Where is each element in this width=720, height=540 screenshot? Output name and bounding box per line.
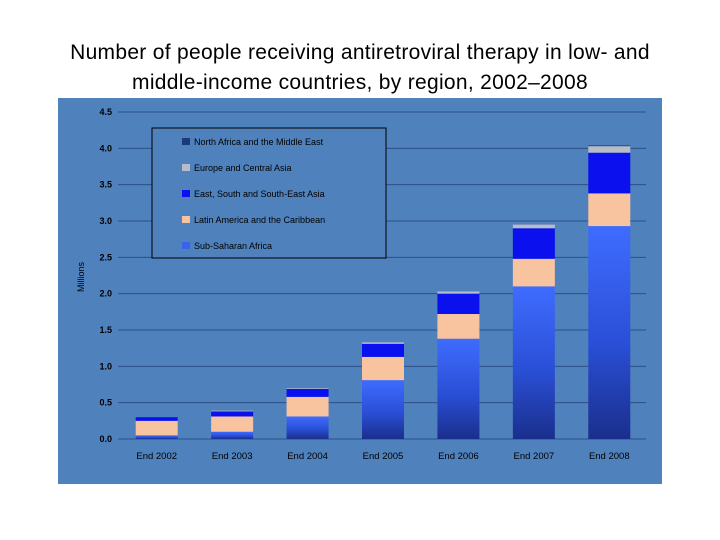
bar-segment	[286, 416, 329, 439]
x-category-label: End 2005	[363, 451, 404, 462]
x-category-label: End 2006	[438, 451, 479, 462]
bar-segment	[135, 420, 178, 436]
title-line-1: Number of people receiving antiretrovira…	[70, 41, 650, 64]
bar-segment	[211, 416, 254, 432]
bar-segment	[362, 380, 404, 439]
title-line-2: middle-income countries, by region, 2002…	[132, 71, 588, 94]
bar-segment	[362, 356, 404, 381]
x-category-label: End 2008	[589, 451, 630, 462]
y-tick-label: 1.5	[99, 325, 112, 335]
y-tick-label: 1.0	[99, 361, 112, 371]
y-tick-label: 2.5	[99, 252, 112, 262]
legend-swatch	[182, 242, 190, 249]
bar-segment	[437, 291, 480, 294]
bar-segment	[437, 338, 480, 439]
x-category-label: End 2003	[212, 451, 253, 462]
x-category-label: End 2007	[514, 451, 555, 462]
bar-segment	[362, 343, 404, 357]
bar-segment	[362, 342, 404, 344]
bar-segment	[135, 417, 178, 421]
y-tick-label: 3.0	[99, 216, 112, 226]
legend-label: Sub-Saharan Africa	[194, 241, 272, 251]
legend-label: Latin America and the Caribbean	[194, 215, 325, 225]
legend-label: North Africa and the Middle East	[194, 137, 324, 147]
legend-label: Europe and Central Asia	[194, 163, 292, 173]
x-category-label: End 2002	[136, 451, 177, 462]
slide-title: Number of people receiving antiretrovira…	[0, 38, 720, 98]
bar-segment	[437, 314, 480, 339]
legend-swatch	[182, 190, 190, 197]
x-category-label: End 2004	[287, 451, 328, 462]
bar-segment	[512, 224, 555, 229]
legend-swatch	[182, 164, 190, 171]
bar-segment	[512, 258, 555, 287]
bar-segment	[512, 286, 555, 439]
y-tick-label: 0.5	[99, 398, 112, 408]
y-tick-label: 0.0	[99, 434, 112, 444]
bar-segment	[588, 145, 631, 147]
bar-segment	[286, 388, 329, 397]
bar-segment	[588, 152, 631, 194]
bar-segment	[588, 146, 631, 153]
bar-segment	[286, 396, 329, 417]
bar-segment	[286, 388, 329, 389]
bar-segment	[211, 410, 254, 412]
y-tick-label: 4.5	[99, 107, 112, 117]
bar-segment	[211, 431, 254, 439]
legend-box	[151, 127, 387, 259]
legend-swatch	[182, 138, 190, 145]
bar-segment	[588, 193, 631, 227]
y-tick-label: 2.0	[99, 289, 112, 299]
legend-label: East, South and South-East Asia	[194, 189, 325, 199]
y-tick-label: 4.0	[99, 143, 112, 153]
y-axis-label: Millions	[76, 262, 86, 293]
legend-swatch	[182, 216, 190, 223]
bar-segment	[512, 228, 555, 259]
bar-segment	[135, 435, 178, 439]
bar-segment	[588, 226, 631, 439]
y-tick-label: 3.5	[99, 180, 112, 190]
bar-segment	[437, 293, 480, 315]
bar-segment	[211, 411, 254, 417]
